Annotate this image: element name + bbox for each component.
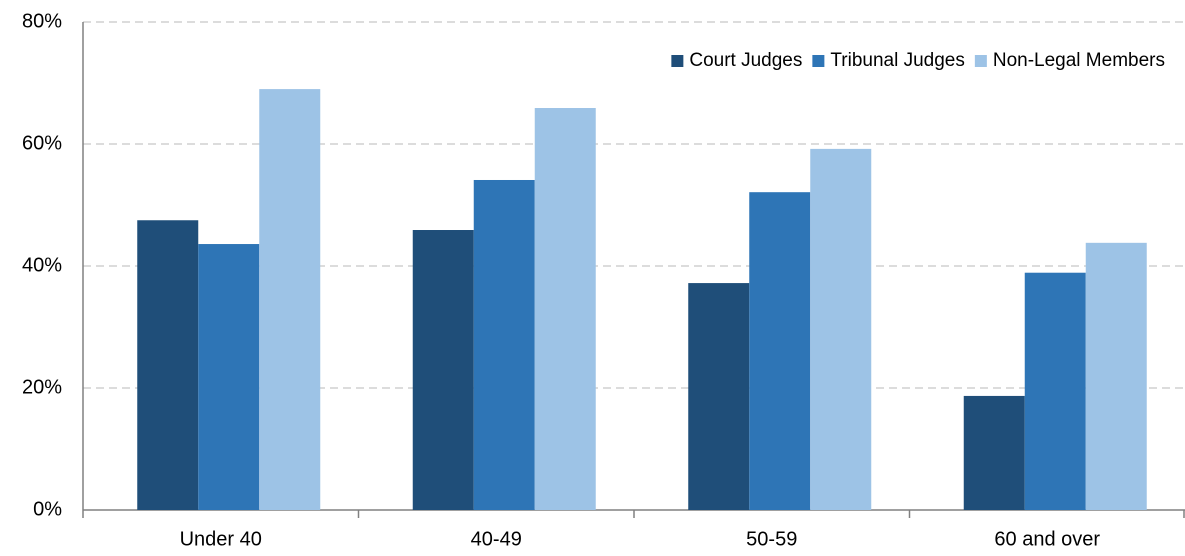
legend-label: Non-Legal Members: [993, 50, 1165, 71]
y-tick-label: 40%: [22, 254, 62, 276]
y-tick-label: 80%: [22, 10, 62, 32]
x-tick-label: 50-59: [746, 528, 797, 550]
x-tick-label: 40-49: [471, 528, 522, 550]
bar: [473, 179, 535, 511]
legend-swatch: [812, 55, 825, 67]
legend-label: Court Judges: [689, 50, 802, 71]
y-tick-label: 20%: [22, 376, 62, 398]
legend-swatch: [974, 55, 987, 67]
bar: [259, 89, 321, 510]
y-tick-label: 0%: [33, 498, 62, 520]
bar: [137, 220, 199, 510]
x-tick-label: 60 and over: [994, 528, 1100, 550]
y-tick-label: 60%: [22, 132, 62, 154]
bar: [810, 148, 872, 510]
bar: [198, 244, 260, 511]
bar: [749, 192, 811, 510]
bar: [1085, 242, 1147, 510]
legend-label: Tribunal Judges: [830, 50, 964, 71]
bar: [534, 108, 596, 510]
bar: [1024, 272, 1086, 510]
bar: [412, 230, 474, 510]
bar: [688, 283, 750, 510]
bar: [963, 395, 1025, 510]
legend-swatch: [671, 55, 684, 67]
x-tick-label: Under 40: [180, 528, 262, 550]
